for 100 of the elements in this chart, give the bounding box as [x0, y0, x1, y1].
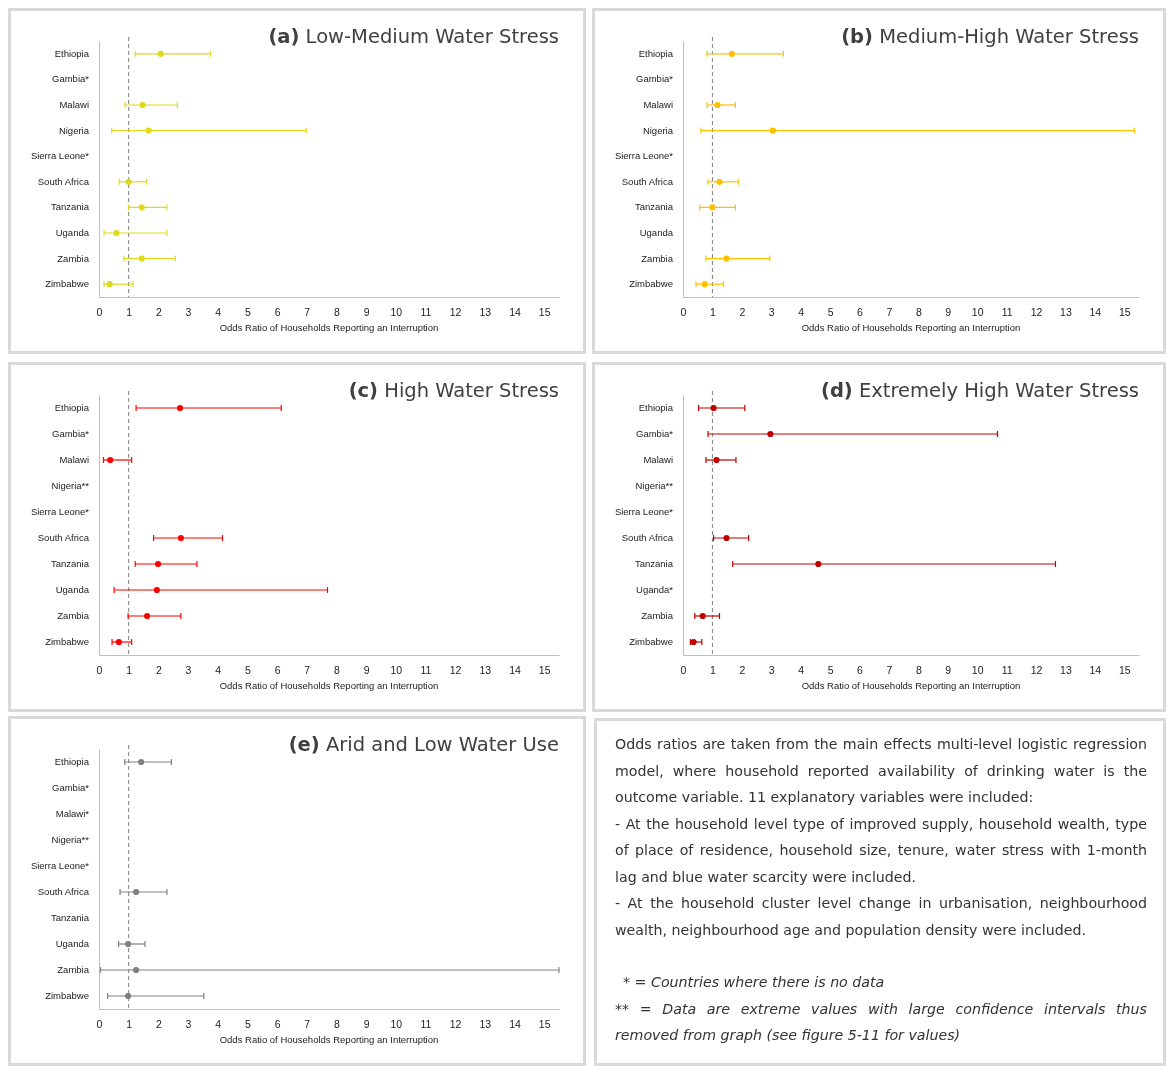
y-tick-label: Nigeria: [58, 124, 90, 136]
x-tick-label: 6: [274, 664, 281, 677]
x-tick-label: 14: [1089, 664, 1102, 677]
y-tick-label: Uganda: [55, 584, 90, 596]
y-tick-label: Zambia: [57, 964, 90, 976]
y-tick-label: South Africa: [37, 886, 90, 898]
text: - At the household cluster level change in urbanisation, neighbourhood wealth, neighbourhood age and population density were included.: [615, 894, 1147, 940]
x-tick-label: 0: [680, 664, 687, 677]
x-tick-label: 11: [420, 664, 432, 677]
x-tick-label: 3: [185, 664, 192, 677]
y-tick-label: Zimbabwe: [629, 278, 673, 290]
y-tick-label: Malawi*: [55, 808, 90, 820]
x-axis-title: Odds Ratio of Households Reporting an Interruption: [219, 680, 439, 691]
point: [723, 534, 730, 542]
x-tick-label: 1: [126, 664, 133, 677]
x-tick-label: 8: [915, 306, 922, 319]
x-tick-label: 7: [304, 1018, 311, 1031]
point: [125, 178, 132, 185]
point: [113, 229, 120, 237]
x-tick-label: 1: [126, 306, 133, 319]
x-tick-label: 3: [768, 306, 775, 319]
point: [115, 638, 122, 646]
x-tick-label: 7: [886, 306, 893, 319]
y-tick-label: Malawi: [59, 99, 89, 111]
x-tick-label: 4: [215, 664, 222, 677]
y-tick-label: South Africa: [37, 532, 90, 544]
x-tick-label: 8: [334, 1018, 340, 1031]
y-tick-label: Gambia*: [52, 782, 90, 794]
y-tick-label: Ethiopia: [54, 756, 90, 768]
x-tick-label: 1: [126, 1018, 133, 1031]
x-tick-label: 0: [96, 1018, 103, 1031]
x-tick-label: 9: [363, 306, 370, 319]
x-tick-label: 12: [449, 1018, 462, 1031]
x-tick-label: 14: [509, 664, 521, 677]
chart-title: (b) Medium-High Water Stress: [841, 25, 1139, 48]
point: [153, 586, 160, 594]
x-axis-title: Odds Ratio of Households Reporting an Interruption: [801, 680, 1021, 691]
x-tick-label: 15: [538, 306, 551, 319]
x-tick-label: 5: [244, 1018, 251, 1031]
y-tick-label: Gambia*: [52, 73, 90, 85]
x-axis-title: Odds Ratio of Households Reporting an Interruption: [219, 1034, 439, 1045]
y-tick-label: Sierra Leone*: [30, 860, 90, 872]
x-tick-label: 7: [304, 664, 311, 677]
x-tick-label: 2: [155, 1018, 162, 1031]
point: [177, 534, 184, 542]
x-tick-label: 13: [479, 664, 492, 677]
x-tick-label: 10: [390, 1018, 403, 1031]
x-tick-label: 4: [215, 1018, 222, 1031]
y-tick-label: Sierra Leone*: [30, 150, 90, 162]
x-tick-label: 4: [798, 664, 805, 677]
y-tick-label: Zambia: [57, 252, 90, 264]
point: [138, 255, 145, 262]
point: [815, 560, 822, 568]
y-tick-label: Ethiopia: [54, 47, 90, 59]
point: [157, 50, 164, 57]
x-tick-label: 9: [945, 306, 952, 319]
x-axis-title: Odds Ratio of Households Reporting an Interruption: [219, 322, 439, 333]
x-tick-label: 3: [185, 306, 192, 319]
x-tick-label: 5: [827, 664, 834, 677]
point: [699, 612, 706, 620]
x-tick-label: 2: [155, 664, 162, 677]
x-tick-label: 0: [96, 664, 103, 677]
x-tick-label: 9: [363, 664, 370, 677]
y-tick-label: Gambia*: [636, 428, 674, 440]
x-tick-label: 13: [1060, 306, 1072, 319]
x-tick-label: 13: [479, 1018, 492, 1031]
x-tick-label: 15: [538, 1018, 551, 1031]
y-tick-label: Malawi: [643, 454, 673, 466]
y-tick-label: Uganda: [55, 938, 90, 950]
y-tick-label: Zimbabwe: [629, 636, 673, 648]
y-tick-label: Nigeria**: [51, 480, 90, 492]
x-tick-label: 0: [680, 306, 687, 319]
x-tick-label: 2: [739, 306, 746, 319]
x-tick-label: 3: [185, 1018, 192, 1031]
y-tick-label: Sierra Leone*: [30, 506, 90, 518]
chart-title: (d) Extremely High Water Stress: [820, 379, 1139, 402]
y-tick-label: Uganda: [639, 227, 674, 239]
point: [709, 204, 716, 211]
y-tick-label: South Africa: [621, 175, 674, 187]
x-tick-label: 1: [710, 306, 716, 319]
x-tick-label: 4: [215, 306, 222, 319]
x-tick-label: 8: [915, 664, 922, 677]
y-tick-label: Tanzania: [50, 912, 90, 924]
y-tick-label: Zambia: [641, 610, 674, 622]
x-tick-label: 12: [449, 664, 462, 677]
x-tick-label: 10: [971, 664, 984, 677]
y-tick-label: Zimbabwe: [45, 636, 89, 648]
x-tick-label: 11: [1001, 306, 1013, 319]
chart-title: (a) Low-Medium Water Stress: [268, 25, 559, 48]
y-tick-label: Gambia*: [636, 73, 674, 85]
x-tick-label: 14: [1089, 306, 1102, 319]
y-tick-label: Tanzania: [50, 201, 90, 213]
y-tick-label: Tanzania: [634, 558, 674, 570]
y-tick-label: Zimbabwe: [45, 990, 89, 1002]
x-tick-label: 4: [798, 306, 805, 319]
point: [154, 560, 162, 568]
y-tick-label: Sierra Leone*: [614, 150, 674, 162]
point: [138, 204, 145, 211]
y-tick-label: Zambia: [641, 252, 674, 264]
x-tick-label: 11: [1001, 664, 1013, 677]
